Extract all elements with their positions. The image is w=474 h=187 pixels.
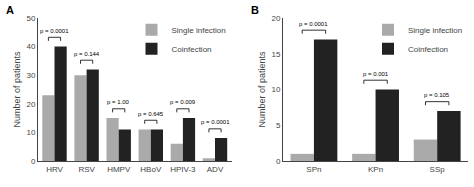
svg-text:Coinfection: Coinfection <box>408 45 448 54</box>
svg-text:p = 0.144: p = 0.144 <box>74 51 100 57</box>
svg-text:HMPV: HMPV <box>107 165 131 174</box>
svg-text:p = 0.105: p = 0.105 <box>424 92 450 98</box>
svg-text:RSV: RSV <box>78 165 95 174</box>
svg-text:HRV: HRV <box>46 165 63 174</box>
svg-text:p = 0.001: p = 0.001 <box>363 71 389 77</box>
svg-text:50: 50 <box>26 14 35 23</box>
svg-text:SSp: SSp <box>430 165 446 174</box>
svg-text:30: 30 <box>26 71 35 80</box>
svg-text:ADV: ADV <box>207 165 224 174</box>
svg-text:Number of patients: Number of patients <box>12 51 22 128</box>
svg-text:15: 15 <box>272 50 281 59</box>
svg-text:p = 1.00: p = 1.00 <box>107 99 130 105</box>
svg-text:HBoV: HBoV <box>140 165 162 174</box>
svg-text:p = 0.009: p = 0.009 <box>170 99 196 105</box>
svg-text:0: 0 <box>31 157 36 166</box>
svg-text:10: 10 <box>272 85 281 94</box>
svg-text:B: B <box>251 4 259 16</box>
svg-text:20: 20 <box>26 100 35 109</box>
svg-text:p = 0.0001: p = 0.0001 <box>40 28 69 34</box>
svg-text:Single infection: Single infection <box>172 26 226 35</box>
svg-text:Coinfection: Coinfection <box>172 45 212 54</box>
svg-text:40: 40 <box>26 42 35 51</box>
svg-text:10: 10 <box>26 128 35 137</box>
svg-text:Single infection: Single infection <box>408 26 462 35</box>
svg-text:Number of patients: Number of patients <box>257 51 267 128</box>
svg-text:KPn: KPn <box>368 165 383 174</box>
svg-text:5: 5 <box>276 121 281 130</box>
svg-text:0: 0 <box>276 157 281 166</box>
svg-text:p = 0.0001: p = 0.0001 <box>299 21 328 27</box>
svg-text:20: 20 <box>272 14 281 23</box>
svg-text:p = 0.645: p = 0.645 <box>138 111 164 117</box>
svg-text:p = 0.0001: p = 0.0001 <box>201 119 230 125</box>
svg-text:A: A <box>6 4 14 16</box>
svg-text:HPIV-3: HPIV-3 <box>170 165 196 174</box>
svg-text:SPn: SPn <box>306 165 321 174</box>
